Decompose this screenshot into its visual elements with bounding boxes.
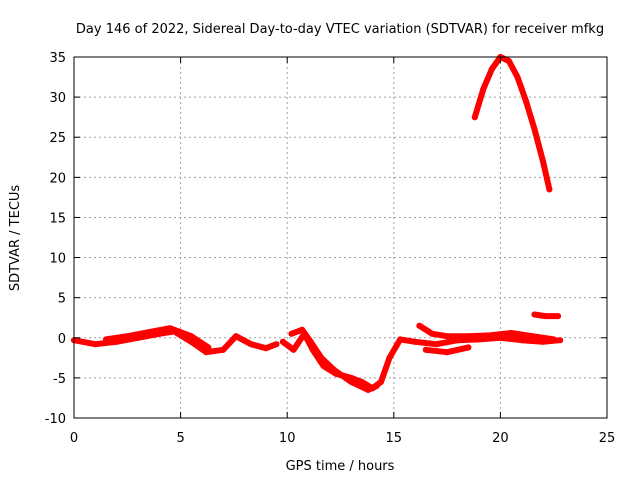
data-point [412, 338, 419, 345]
x-axis-label: GPS time / hours [286, 459, 395, 474]
data-point [429, 330, 436, 337]
data-point [465, 344, 472, 351]
data-point [273, 341, 280, 348]
data-point [386, 354, 393, 361]
y-axis-label: SDTVAR / TECUs [8, 185, 23, 292]
series-track-2 [103, 325, 212, 351]
y-tick-label: -5 [53, 372, 66, 387]
data-point [262, 345, 269, 352]
data-point [422, 346, 429, 353]
series-track-8 [471, 54, 553, 193]
data-point [279, 338, 286, 345]
data-point [348, 378, 355, 385]
data-point [416, 322, 423, 329]
tick-marks [73, 56, 608, 419]
y-tick-label: 20 [49, 171, 66, 186]
data-point [444, 333, 451, 340]
data-point [523, 98, 529, 105]
data-point [103, 336, 109, 343]
data-point [220, 346, 227, 353]
data-point [299, 326, 306, 333]
tick-labels: -10 -5 0 5 10 15 20 25 30 35 0 5 10 15 20 25 [45, 51, 616, 446]
y-tick-label: 0 [58, 332, 66, 347]
data-point [546, 186, 553, 193]
x-tick-label: 25 [599, 431, 616, 446]
data-point [290, 346, 297, 353]
data-point [331, 366, 338, 373]
plot-border [73, 56, 608, 419]
data-point [555, 313, 561, 320]
y-tick-label: 15 [49, 211, 66, 226]
data-point [307, 338, 314, 345]
data-point [531, 311, 538, 318]
data-point [550, 336, 557, 343]
data-point [92, 341, 99, 348]
data-point [471, 114, 478, 121]
x-tick-label: 5 [176, 431, 184, 446]
data-point [203, 349, 210, 356]
y-tick-label: 5 [58, 292, 66, 307]
y-tick-label: 10 [49, 252, 66, 267]
data-point [488, 66, 495, 72]
chart-title: Day 146 of 2022, Sidereal Day-to-day VTE… [76, 22, 604, 37]
data-point [248, 341, 254, 348]
x-tick-label: 0 [70, 431, 78, 446]
data-point [518, 337, 525, 344]
x-tick-label: 10 [279, 431, 296, 446]
data-point [397, 336, 404, 343]
data-point [540, 158, 546, 165]
data-point [166, 325, 173, 332]
data-point [480, 86, 487, 93]
data-point [378, 378, 384, 385]
data-point [288, 330, 295, 337]
y-tick-label: -10 [45, 412, 66, 427]
data-point [205, 344, 212, 351]
data-point [508, 330, 515, 336]
data-point [365, 386, 372, 393]
data-point [531, 126, 538, 133]
data-point [542, 313, 549, 320]
y-tick-label: 25 [49, 131, 66, 146]
data-point [444, 349, 451, 356]
data-series [71, 54, 564, 393]
data-point [514, 74, 521, 81]
data-point [505, 58, 512, 64]
data-point [233, 333, 239, 340]
data-point [124, 333, 131, 340]
data-point [529, 333, 536, 340]
data-point [557, 337, 564, 344]
grid-lines [74, 57, 607, 418]
y-tick-label: 35 [49, 51, 66, 66]
data-point [465, 333, 472, 340]
data-point [373, 382, 380, 389]
data-point [188, 333, 195, 340]
data-point [433, 341, 440, 348]
data-point [486, 332, 493, 339]
x-tick-label: 15 [386, 431, 403, 446]
y-tick-label: 30 [49, 91, 66, 106]
data-point [145, 329, 152, 336]
data-point [318, 354, 325, 361]
x-tick-label: 20 [492, 431, 509, 446]
